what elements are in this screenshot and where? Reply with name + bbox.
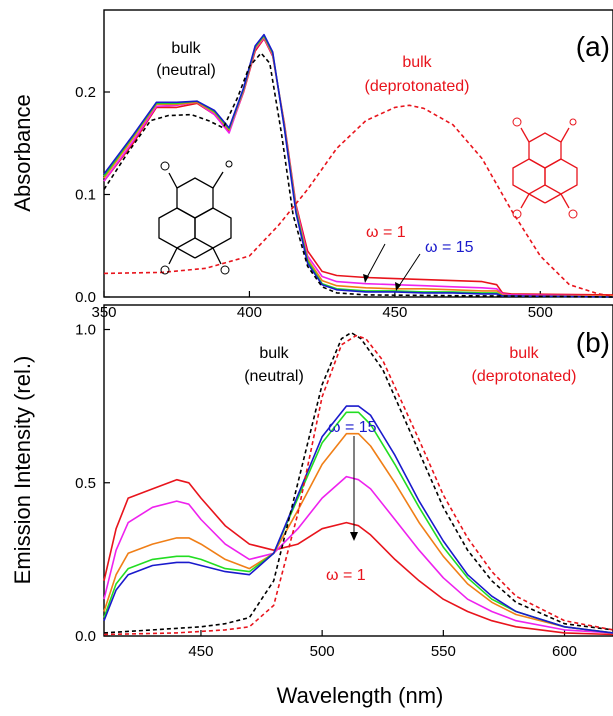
sulfonate-icon	[160, 160, 233, 275]
panel-b-bulk-deprot-2: (deprotonated)	[472, 368, 577, 385]
y-tick-label: 0.2	[75, 84, 96, 101]
series-line-4	[103, 405, 613, 634]
series-line-5	[103, 331, 613, 634]
panel-b-ticks: 450 500 550 600 0.0 0.5 1.0	[75, 322, 577, 660]
panel-b-omega-15: ω = 15	[328, 419, 377, 436]
series-line-3	[103, 411, 613, 634]
panel-a-frame	[103, 9, 613, 298]
x-tick-label: 450	[382, 304, 407, 321]
panel-b-ylabel: Emission Intensity (rel.)	[10, 356, 35, 585]
y-tick-label: 0.0	[75, 628, 96, 645]
omega-15-arrow	[396, 253, 421, 290]
panel-b-label: (b)	[576, 327, 610, 358]
panel-a-omega-15: ω = 15	[425, 239, 474, 256]
omega-arrowhead-b	[350, 532, 358, 541]
omega-1-arrowhead	[363, 274, 369, 283]
panel-a-series	[103, 33, 613, 298]
panel-b-bulk-neutral-1: bulk	[259, 345, 289, 362]
y-tick-label: 0.0	[75, 289, 96, 306]
omega-15-arrowhead	[395, 282, 401, 291]
panel-a-label: (a)	[576, 31, 610, 62]
neutral-pyrene-molecule	[158, 160, 233, 275]
sulfonate-icon-red	[512, 117, 578, 219]
panel-b: 450 500 550 600 0.0 0.5 1.0 Emission Intensity…	[10, 304, 613, 708]
panel-a-ylabel: Absorbance	[10, 94, 35, 211]
series-line-6	[103, 104, 613, 297]
panel-a-omega-1: ω = 1	[366, 224, 406, 241]
x-tick-label: 400	[237, 304, 262, 321]
panel-b-bulk-neutral-2: (neutral)	[244, 368, 304, 385]
x-tick-label: 600	[552, 643, 577, 660]
series-line-1	[103, 475, 613, 634]
series-line-2	[103, 432, 613, 634]
series-line-0	[103, 478, 613, 636]
x-tick-label: 500	[310, 643, 335, 660]
y-tick-label: 1.0	[75, 322, 96, 339]
panel-a-bulk-deprot-1: bulk	[402, 54, 432, 71]
panel-a-bulk-deprot-2: (deprotonated)	[365, 78, 470, 95]
x-tick-label: 500	[528, 304, 553, 321]
deprotonated-pyrene-molecule	[512, 117, 578, 219]
y-tick-label: 0.5	[75, 475, 96, 492]
panel-b-frame	[103, 304, 613, 637]
series-line-5	[103, 52, 613, 298]
panel-a-bulk-neutral-1: bulk	[171, 40, 201, 57]
x-tick-label: 550	[431, 643, 456, 660]
panel-b-omega-1: ω = 1	[326, 567, 366, 584]
panel-b-xlabel: Wavelength (nm)	[277, 683, 444, 708]
panel-a-bulk-neutral-2: (neutral)	[156, 62, 216, 79]
omega-1-arrow	[364, 243, 386, 282]
series-line-4	[103, 33, 613, 298]
x-tick-label: 450	[188, 643, 213, 660]
panel-b-bulk-deprot-1: bulk	[509, 345, 539, 362]
panel-b-series	[103, 331, 613, 636]
series-line-6	[103, 334, 613, 636]
y-tick-label: 0.1	[75, 187, 96, 204]
